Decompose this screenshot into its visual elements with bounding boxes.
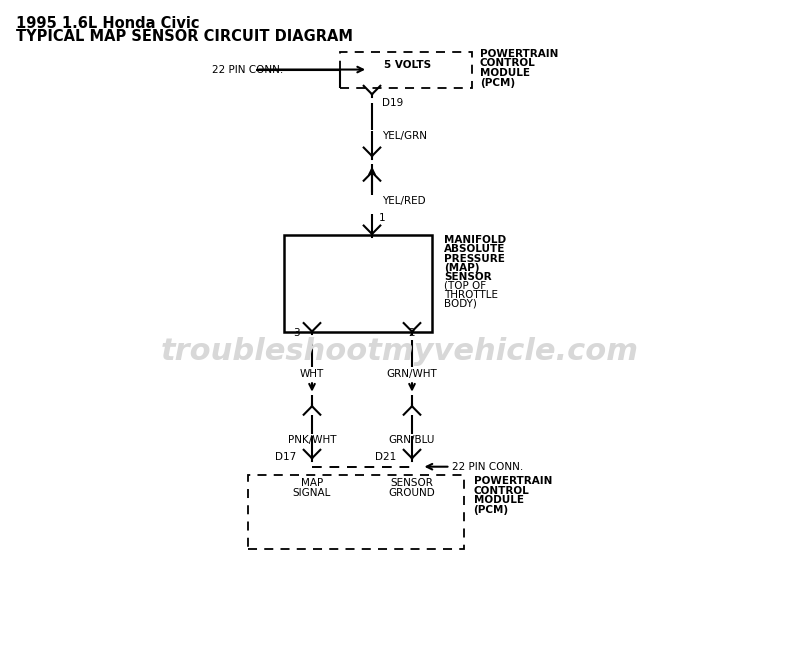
Text: PRESSURE: PRESSURE [444, 254, 505, 263]
Text: troubleshootmyvehicle.com: troubleshootmyvehicle.com [161, 337, 639, 365]
Text: 3: 3 [294, 328, 300, 338]
Text: CONTROL: CONTROL [474, 486, 530, 495]
Text: MODULE: MODULE [480, 68, 530, 78]
Bar [284, 235, 432, 332]
Text: PNK/WHT: PNK/WHT [288, 435, 336, 445]
Text: YEL/GRN: YEL/GRN [382, 131, 426, 141]
Text: 1: 1 [378, 213, 385, 222]
Text: D19: D19 [382, 98, 403, 107]
Text: 22 PIN CONN.: 22 PIN CONN. [452, 462, 523, 472]
Text: SENSOR: SENSOR [444, 272, 492, 281]
Text: 2: 2 [408, 328, 414, 338]
Text: TYPICAL MAP SENSOR CIRCUIT DIAGRAM: TYPICAL MAP SENSOR CIRCUIT DIAGRAM [16, 29, 353, 44]
Text: SIGNAL: SIGNAL [293, 488, 331, 497]
Text: MANIFOLD: MANIFOLD [444, 235, 506, 245]
Text: (PCM): (PCM) [480, 78, 515, 88]
Text: GRN/WHT: GRN/WHT [386, 369, 438, 378]
Text: WHT: WHT [300, 369, 324, 378]
Text: SENSOR: SENSOR [390, 478, 434, 488]
Text: YEL/RED: YEL/RED [382, 196, 426, 206]
Text: 1995 1.6L Honda Civic: 1995 1.6L Honda Civic [16, 16, 199, 31]
Text: 22 PIN CONN.: 22 PIN CONN. [212, 64, 283, 75]
Text: POWERTRAIN: POWERTRAIN [474, 476, 552, 486]
Text: (PCM): (PCM) [474, 505, 509, 515]
Text: (MAP): (MAP) [444, 263, 479, 272]
Text: CONTROL: CONTROL [480, 58, 536, 68]
Text: (TOP OF: (TOP OF [444, 281, 486, 291]
Text: POWERTRAIN: POWERTRAIN [480, 49, 558, 58]
Text: THROTTLE: THROTTLE [444, 290, 498, 300]
Text: 5 VOLTS: 5 VOLTS [385, 60, 431, 70]
Text: BODY): BODY) [444, 299, 477, 309]
Text: ABSOLUTE: ABSOLUTE [444, 244, 506, 254]
Text: D21: D21 [374, 452, 396, 461]
Bar [248, 474, 464, 549]
Text: D17: D17 [274, 452, 296, 461]
Text: MODULE: MODULE [474, 495, 523, 505]
Bar [340, 52, 472, 88]
Text: MAP: MAP [301, 478, 323, 488]
Text: GRN/BLU: GRN/BLU [389, 435, 435, 445]
Text: GROUND: GROUND [389, 488, 435, 497]
